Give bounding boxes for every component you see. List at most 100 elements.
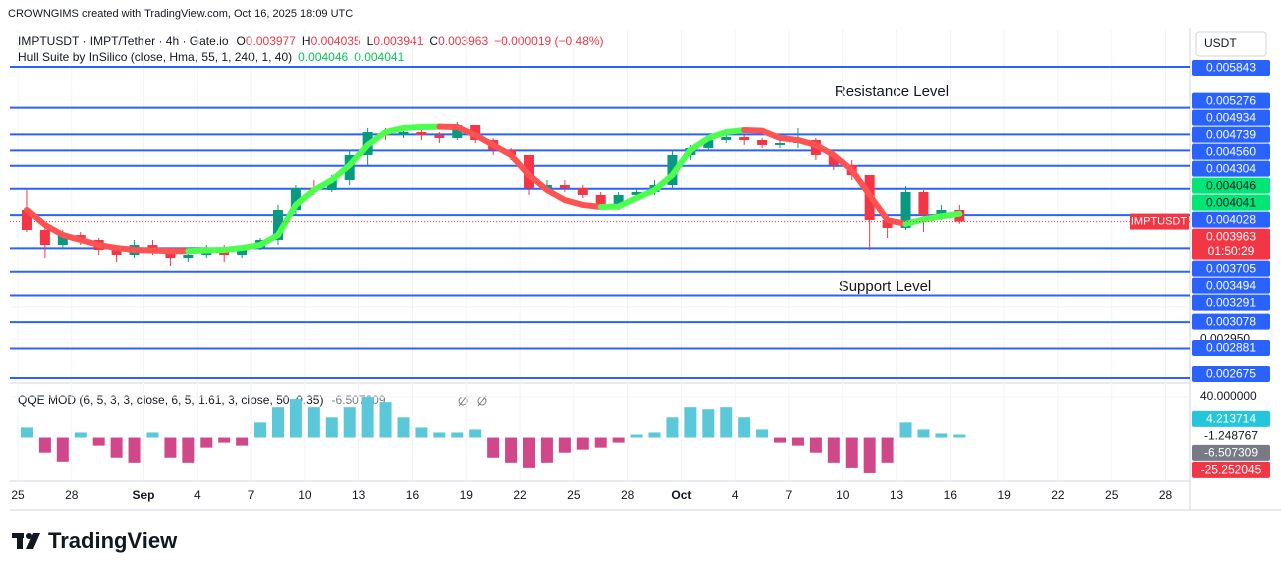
hull-line — [436, 123, 604, 210]
axis-label-box — [1192, 461, 1270, 478]
axis: 25 28 Sep 4 7 10 13 16 19 22 25 28 Oct 4 7 10 13 16 19 22 25… — [11, 60, 1270, 502]
x-tick-label: 25 — [11, 488, 25, 502]
currency-box[interactable] — [1195, 31, 1267, 57]
candle-body — [595, 194, 606, 205]
histogram-bar — [594, 437, 607, 448]
histogram-bar — [343, 407, 356, 438]
histogram-bar — [38, 437, 51, 453]
axis-label: 0.004028 — [1206, 212, 1256, 226]
candle-body — [828, 154, 839, 166]
hull-line — [597, 126, 748, 210]
levels — [10, 65, 1190, 380]
histogram-bar — [540, 437, 553, 463]
candle-body — [452, 124, 463, 138]
histogram-bar — [702, 409, 715, 438]
symbol-tag-text: IMPTUSDT — [1131, 215, 1188, 227]
logo-shape — [17, 533, 23, 549]
histogram-bar — [684, 407, 697, 438]
x-tick-label: 13 — [890, 488, 904, 502]
histogram-bar — [612, 437, 625, 443]
histogram-bar — [289, 399, 302, 438]
axis-label: -6.507309 — [1204, 445, 1258, 459]
axis-label-box — [1192, 160, 1270, 177]
axis-label: 0.003291 — [1206, 295, 1256, 309]
logo — [12, 533, 40, 549]
candle-body — [21, 209, 32, 230]
grid — [10, 30, 1190, 481]
histogram-bar — [953, 434, 966, 438]
histogram-bar — [809, 437, 822, 453]
hull-line — [23, 206, 192, 255]
axis-label: 0.004739 — [1206, 127, 1256, 141]
ohlc-value: 0.004035 — [311, 34, 361, 48]
hull-line — [741, 126, 909, 227]
legend-indicator: Hull Suite by InSilico (close, Hma, 55, … — [18, 50, 405, 64]
legend-main: IMPTUSDT · IMPT/Tether · 4h · Gate.io O0.… — [18, 34, 604, 48]
icon — [477, 395, 487, 407]
histogram-bar — [110, 437, 123, 458]
histogram-bar — [146, 432, 159, 438]
histogram-bar — [899, 422, 912, 438]
candle-body — [111, 249, 122, 255]
x-tick-label: 28 — [1159, 488, 1173, 502]
axis-label: -25.252045 — [1201, 462, 1262, 476]
x-tick-label: 25 — [567, 488, 581, 502]
axis-label: 4.213714 — [1206, 411, 1256, 425]
histogram-bar — [648, 432, 661, 438]
histogram-bar — [558, 437, 571, 453]
histogram-bar — [774, 437, 787, 443]
countdown: 01:50:29 — [1208, 244, 1255, 258]
candle-body — [739, 136, 750, 141]
histogram-bar — [271, 407, 284, 438]
histogram-bar — [576, 437, 589, 450]
ohlc-value: 0.003977 — [246, 34, 296, 48]
x-tick-label: 16 — [406, 488, 420, 502]
histogram-bar — [469, 429, 482, 438]
ohlc-label: H — [302, 34, 311, 48]
axis-label-box — [1192, 366, 1270, 382]
candle-body — [918, 191, 929, 215]
x-tick-label: 10 — [836, 488, 850, 502]
candle-body — [326, 180, 337, 191]
histogram-bar — [325, 417, 338, 438]
x-tick-label: 28 — [621, 488, 635, 502]
axis-label: 0.004304 — [1206, 161, 1256, 175]
axis-label-box — [1192, 109, 1270, 126]
axis-label-box — [1192, 260, 1270, 277]
axis-label: 0.004560 — [1206, 144, 1256, 158]
candle-body — [559, 185, 570, 188]
axis-label: 0.003963 — [1206, 229, 1256, 243]
x-tick-label: 19 — [997, 488, 1011, 502]
indicator-value: 0.004041 — [354, 50, 404, 64]
marks — [10, 121, 1190, 473]
ohlc-label: L — [367, 34, 374, 48]
hull-line — [185, 123, 443, 255]
axis-label-box — [1192, 177, 1270, 194]
x-tick-label: 16 — [944, 488, 958, 502]
x-tick-label: 22 — [1051, 488, 1065, 502]
histogram-bar — [487, 437, 500, 458]
histogram-bar — [720, 407, 733, 438]
histogram-bar — [307, 407, 320, 438]
histogram-bar — [415, 427, 428, 438]
axis-label-box — [1192, 228, 1270, 260]
symbol: IMPTUSDT · IMPT/Tether · 4h · Gate.io — [18, 34, 229, 48]
histogram-bar — [505, 437, 518, 463]
histogram-bar — [523, 437, 536, 468]
axis-label-box — [1192, 427, 1270, 444]
candle-body — [39, 229, 50, 246]
x-tick-label: Oct — [671, 488, 691, 502]
axis-label-box — [1192, 126, 1270, 143]
histogram-bar — [20, 427, 33, 438]
histogram-bar — [361, 397, 374, 438]
histogram-bar — [845, 437, 858, 468]
attribution: CROWNGIMS created with TradingView.com, … — [8, 8, 353, 20]
x-tick-label: 4 — [732, 488, 739, 502]
x-tick-label: Sep — [133, 488, 155, 502]
axis-label-box — [1192, 294, 1270, 311]
candle-body — [631, 191, 642, 195]
histogram-bar — [935, 433, 948, 438]
x-tick-label: 13 — [352, 488, 366, 502]
